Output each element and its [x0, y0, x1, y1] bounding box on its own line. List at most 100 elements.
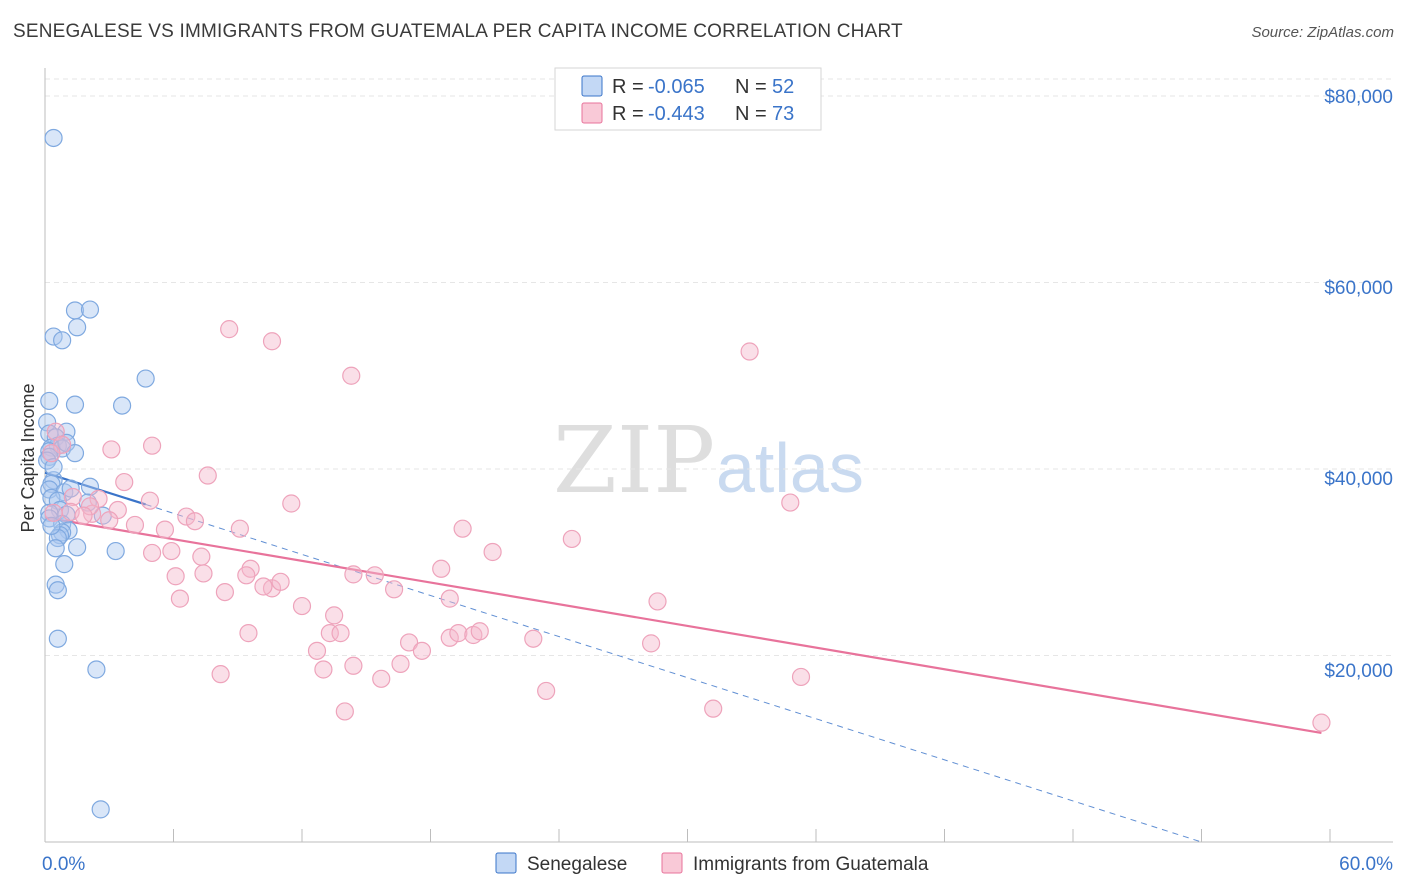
watermark-zip: ZIP	[553, 407, 715, 514]
legend-n-value-1: 52	[772, 76, 794, 98]
x-tick-max: 60.0%	[1339, 854, 1393, 875]
legend-r-value-2: -0.443	[648, 103, 705, 125]
data-point	[440, 628, 459, 647]
data-point	[449, 624, 468, 643]
data-point	[155, 520, 175, 539]
data-point	[198, 466, 217, 485]
y-axis-label: Per Capita Income	[18, 383, 38, 532]
data-point	[325, 606, 344, 625]
data-point	[230, 519, 249, 538]
data-point	[42, 444, 61, 463]
legend-r-label-2: R =	[612, 103, 644, 125]
data-point	[412, 641, 432, 660]
data-point	[384, 580, 404, 599]
source-label: Source: ZipAtlas.com	[1251, 24, 1394, 41]
data-point	[365, 566, 384, 585]
bottom-legend-senegalese: Senegalese	[527, 854, 627, 875]
data-point	[100, 511, 119, 530]
data-point	[44, 503, 63, 522]
data-point	[211, 665, 230, 684]
data-point	[271, 572, 290, 591]
data-point	[440, 589, 459, 608]
data-point	[170, 589, 190, 608]
data-point	[194, 564, 213, 583]
data-point	[215, 582, 234, 602]
data-point	[48, 581, 67, 600]
data-point	[704, 699, 723, 718]
chart-title: SENEGALESE VS IMMIGRANTS FROM GUATEMALA …	[13, 21, 903, 42]
data-point	[262, 332, 282, 351]
data-point	[140, 491, 160, 510]
bottom-legend-guatemala: Immigrants from Guatemala	[693, 854, 929, 875]
data-point	[115, 472, 134, 492]
data-point	[524, 629, 543, 648]
data-point	[740, 342, 759, 361]
data-point	[65, 395, 85, 414]
data-point	[282, 494, 301, 513]
data-point	[641, 634, 661, 653]
data-point	[320, 624, 339, 643]
data-point	[562, 529, 581, 549]
legend-n-label-2: N =	[735, 103, 767, 125]
data-point	[125, 515, 145, 535]
data-point	[177, 507, 196, 526]
y-tick-60000: $60,000	[1324, 278, 1393, 299]
legend-n-label-1: N =	[735, 76, 767, 98]
axes	[44, 68, 1393, 843]
data-point	[391, 654, 410, 673]
data-point	[44, 128, 63, 148]
data-point	[192, 547, 211, 566]
data-point	[331, 624, 350, 643]
data-point	[314, 660, 333, 679]
series-guatemala	[42, 320, 1331, 732]
data-point	[48, 629, 67, 648]
data-point	[335, 702, 354, 721]
data-point	[344, 565, 363, 584]
data-point	[68, 318, 87, 337]
correlation-legend: R = -0.065 N = 52 R = -0.443 N = 73	[554, 67, 822, 131]
legend-n-value-2: 73	[772, 103, 794, 125]
data-point	[74, 506, 93, 525]
y-tick-20000: $20,000	[1324, 661, 1393, 682]
data-points	[38, 128, 1331, 819]
data-point	[87, 660, 106, 679]
data-point	[63, 487, 82, 507]
data-point	[648, 592, 667, 611]
y-tick-40000: $40,000	[1324, 469, 1393, 490]
data-point	[344, 656, 363, 675]
legend-swatch-guatemala	[581, 102, 603, 124]
data-point	[791, 667, 811, 687]
data-point	[102, 440, 121, 459]
data-point	[1312, 713, 1331, 732]
data-point	[142, 543, 162, 563]
data-point	[254, 577, 273, 596]
data-point	[185, 512, 205, 531]
legend-r-value-1: -0.065	[648, 76, 705, 98]
x-tick-min: 0.0%	[42, 854, 85, 875]
bottom-swatch-guatemala	[661, 852, 683, 874]
trend-dashed-0	[145, 503, 1202, 843]
data-point	[136, 369, 155, 388]
data-point	[781, 493, 800, 512]
trend-solid-1	[44, 516, 1322, 734]
data-point	[59, 521, 78, 540]
data-point	[80, 497, 100, 516]
data-point	[55, 555, 74, 574]
data-point	[307, 641, 327, 660]
data-point	[166, 567, 185, 586]
data-point	[40, 391, 59, 411]
data-point	[432, 559, 451, 578]
y-tick-80000: $80,000	[1324, 87, 1393, 108]
legend-swatch-senegalese	[581, 75, 603, 97]
legend-r-label-1: R =	[612, 76, 644, 98]
data-point	[292, 596, 312, 616]
data-point	[372, 669, 391, 688]
data-point	[80, 300, 100, 319]
data-point	[239, 624, 258, 643]
bottom-swatch-senegalese	[495, 852, 517, 874]
data-point	[65, 444, 85, 463]
data-point	[237, 566, 256, 585]
data-point	[162, 541, 181, 561]
series-legend: Senegalese Immigrants from Guatemala	[495, 852, 929, 875]
